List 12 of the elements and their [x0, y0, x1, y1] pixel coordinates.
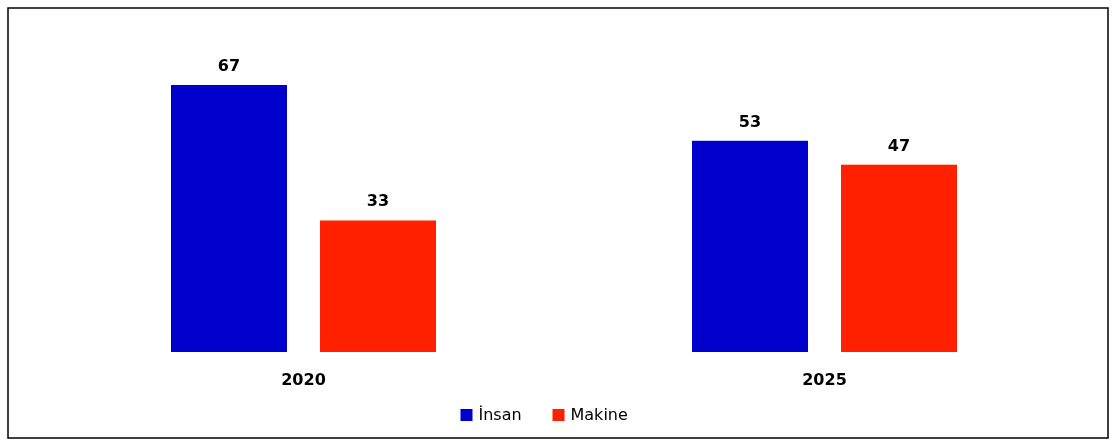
legend-label: İnsan: [478, 405, 522, 424]
x-tick-label: 2020: [281, 370, 326, 389]
bar: [171, 85, 287, 352]
bar: [692, 140, 808, 352]
data-label: 67: [217, 56, 241, 75]
data-label: 47: [887, 135, 911, 155]
data-label: 33: [366, 191, 390, 211]
bar: [841, 164, 957, 352]
bar: [320, 220, 436, 352]
legend-label: Makine: [570, 405, 628, 424]
data-label: 53: [738, 111, 762, 131]
x-tick-label: 2025: [802, 370, 847, 389]
